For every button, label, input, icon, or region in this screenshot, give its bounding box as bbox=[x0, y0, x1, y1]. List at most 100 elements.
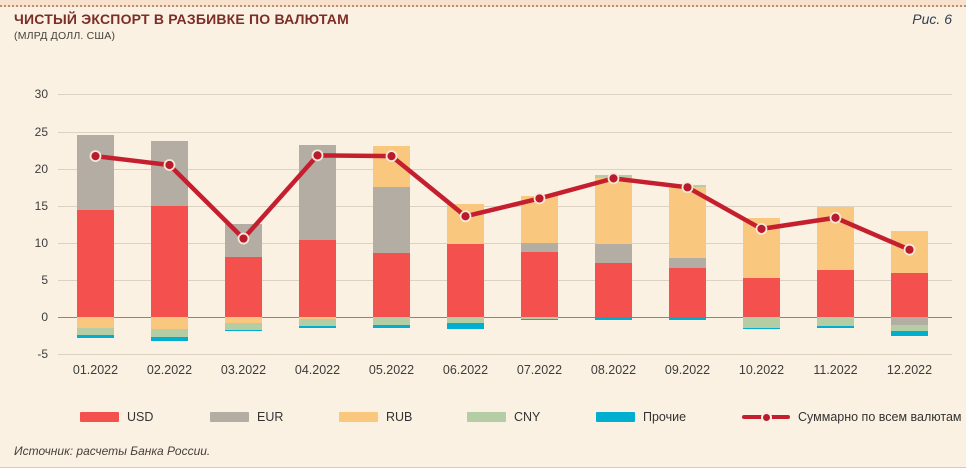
bar-segment-cny bbox=[299, 318, 336, 327]
line-point bbox=[311, 149, 324, 162]
line-point bbox=[829, 211, 842, 224]
legend-swatch-cny bbox=[467, 412, 506, 422]
legend-item-eur: EUR bbox=[210, 408, 283, 426]
bar-segment-other bbox=[521, 318, 558, 320]
chart-title: ЧИСТЫЙ ЭКСПОРТ В РАЗБИВКЕ ПО ВАЛЮТАМ bbox=[14, 11, 349, 27]
bar-segment-cny bbox=[447, 317, 484, 324]
legend-item-other: Прочие bbox=[596, 408, 686, 426]
bar-segment-usd bbox=[151, 205, 188, 318]
figure-number: Рис. 6 bbox=[912, 11, 952, 27]
gridline bbox=[58, 131, 952, 133]
bar-segment-other bbox=[447, 323, 484, 330]
legend-label: RUB bbox=[386, 410, 413, 424]
bar-segment-usd bbox=[521, 251, 558, 318]
bar-segment-usd bbox=[299, 240, 336, 318]
line-point bbox=[755, 222, 768, 235]
y-tick-label: 0 bbox=[41, 310, 48, 325]
y-tick-label: -5 bbox=[37, 347, 48, 362]
x-tick-label: 07.2022 bbox=[516, 363, 563, 377]
bar-segment-other bbox=[225, 329, 262, 332]
legend-label: Прочие bbox=[643, 410, 687, 424]
legend-swatch-usd bbox=[80, 412, 119, 422]
bar-segment-cny bbox=[373, 317, 410, 326]
line-point bbox=[163, 159, 176, 171]
x-tick-label: 05.2022 bbox=[368, 363, 415, 377]
bar-segment-usd bbox=[891, 273, 928, 318]
y-tick-label: 5 bbox=[41, 273, 48, 288]
x-tick-label: 10.2022 bbox=[738, 363, 785, 377]
bar-segment-other bbox=[743, 327, 780, 329]
y-tick-label: 20 bbox=[34, 161, 48, 176]
x-tick-label: 06.2022 bbox=[442, 363, 489, 377]
x-tick-label: 03.2022 bbox=[220, 363, 267, 377]
line-point bbox=[89, 150, 102, 162]
bar-segment-rub bbox=[669, 187, 706, 258]
bar-segment-rub bbox=[595, 177, 632, 245]
bar-segment-eur bbox=[373, 186, 410, 254]
bar-segment-other bbox=[373, 325, 410, 328]
bar-segment-rub bbox=[225, 317, 262, 324]
line-point bbox=[903, 243, 916, 256]
legend: USD EUR RUB CNY Прочие Суммарно по всем валют… bbox=[0, 408, 966, 426]
gridline bbox=[58, 168, 952, 170]
gridline bbox=[58, 354, 952, 356]
x-tick-label: 02.2022 bbox=[146, 363, 193, 377]
line-point bbox=[385, 150, 398, 162]
y-tick-label: 25 bbox=[34, 124, 48, 139]
bar-segment-other bbox=[299, 326, 336, 328]
bar-segment-cny bbox=[521, 317, 558, 319]
bar-segment-cny bbox=[77, 327, 114, 336]
bar-segment-usd bbox=[77, 210, 114, 318]
bar-segment-rub bbox=[77, 317, 114, 328]
bar-segment-usd bbox=[669, 267, 706, 318]
line-point bbox=[459, 210, 472, 223]
title-block: ЧИСТЫЙ ЭКСПОРТ В РАЗБИВКЕ ПО ВАЛЮТАМ (МЛ… bbox=[14, 11, 349, 42]
line-point bbox=[607, 172, 620, 185]
source-note: Источник: расчеты Банка России. bbox=[14, 444, 211, 458]
figure-header: ЧИСТЫЙ ЭКСПОРТ В РАЗБИВКЕ ПО ВАЛЮТАМ (МЛ… bbox=[14, 11, 952, 42]
total-line bbox=[89, 149, 916, 256]
bar-segment-usd bbox=[447, 244, 484, 318]
legend-swatch-rub bbox=[339, 412, 378, 422]
legend-item-total-line: Суммарно по всем валютам bbox=[742, 408, 962, 426]
legend-line-sample bbox=[742, 411, 790, 423]
gridline bbox=[58, 94, 952, 96]
bar-segment-usd bbox=[595, 263, 632, 318]
bar-segment-other bbox=[817, 326, 854, 329]
legend-item-usd: USD bbox=[80, 408, 153, 426]
x-tick-label: 08.2022 bbox=[590, 363, 637, 377]
bar-segment-cny bbox=[817, 317, 854, 327]
bar-segment-eur bbox=[595, 244, 632, 264]
bar-segment-other bbox=[595, 317, 632, 321]
x-tick-label: 11.2022 bbox=[813, 363, 858, 377]
bar-segment-usd bbox=[743, 277, 780, 318]
legend-label: EUR bbox=[257, 410, 284, 424]
bar-segment-other bbox=[77, 335, 114, 339]
bar-segment-eur bbox=[151, 141, 188, 206]
legend-swatch-eur bbox=[210, 412, 249, 422]
bar-segment-usd bbox=[225, 257, 262, 318]
bar-segment-eur bbox=[521, 243, 558, 252]
y-tick-label: 30 bbox=[34, 87, 48, 102]
bar-segment-cny bbox=[891, 324, 928, 332]
legend-label: USD bbox=[127, 410, 154, 424]
x-tick-label: 12.2022 bbox=[886, 363, 933, 377]
bar-segment-eur bbox=[77, 135, 114, 211]
gridline bbox=[58, 243, 952, 244]
y-tick-label: 15 bbox=[34, 198, 48, 213]
bar-segment-rub bbox=[151, 317, 188, 330]
chart-subtitle: (МЛРД ДОЛЛ. США) bbox=[14, 30, 116, 42]
bar-segment-cny bbox=[225, 323, 262, 330]
zero-gridline bbox=[58, 317, 952, 319]
line-point bbox=[681, 181, 694, 194]
bar-segment-other bbox=[891, 331, 928, 336]
y-tick-label: 10 bbox=[34, 236, 48, 250]
bar-segment-rub bbox=[299, 317, 336, 319]
legend-item-rub: RUB bbox=[339, 408, 412, 426]
legend-swatch-other bbox=[596, 412, 635, 422]
bar-segment-cny bbox=[151, 329, 188, 338]
gridline bbox=[58, 280, 952, 282]
bar-segment-usd bbox=[817, 269, 854, 318]
top-divider bbox=[0, 0, 966, 7]
bar-segment-eur bbox=[669, 257, 706, 268]
